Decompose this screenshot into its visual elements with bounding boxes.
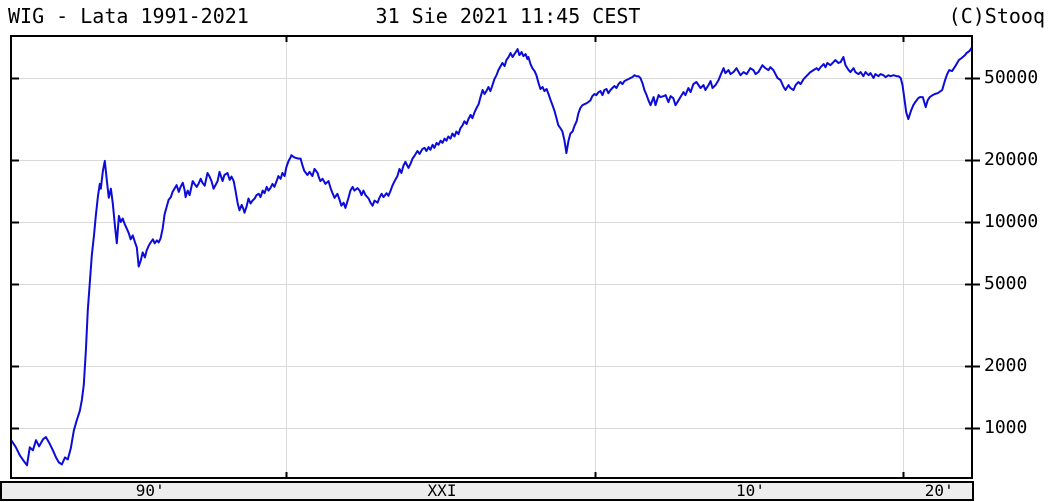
plot-border [10,35,973,479]
price-line-layer [10,47,973,467]
x-axis-period-label: XXI [427,481,457,500]
x-axis-period-label: 20' [924,481,954,500]
gridlines [12,37,971,477]
x-axis-period-label: 90' [135,481,165,500]
y-axis-label: 1000 [984,417,1028,438]
chart-timestamp: 31 Sie 2021 11:45 CEST [375,4,641,28]
plot-frame [10,35,973,479]
y-axis-label: 20000 [984,149,1039,170]
price-line [10,47,973,467]
y-axis-label: 2000 [984,355,1028,376]
y-axis-label: 5000 [984,273,1028,294]
x-axis-strip: 90' XXI 10' 20' [0,481,974,501]
y-axis-label: 10000 [984,211,1039,232]
y-axis-label: 50000 [984,67,1039,88]
axis-ticks [11,36,980,478]
x-axis-period-label: 10' [736,481,765,500]
copyright-label: (C)Stooq [948,4,1045,28]
chart-title: WIG - Lata 1991-2021 [8,4,249,28]
